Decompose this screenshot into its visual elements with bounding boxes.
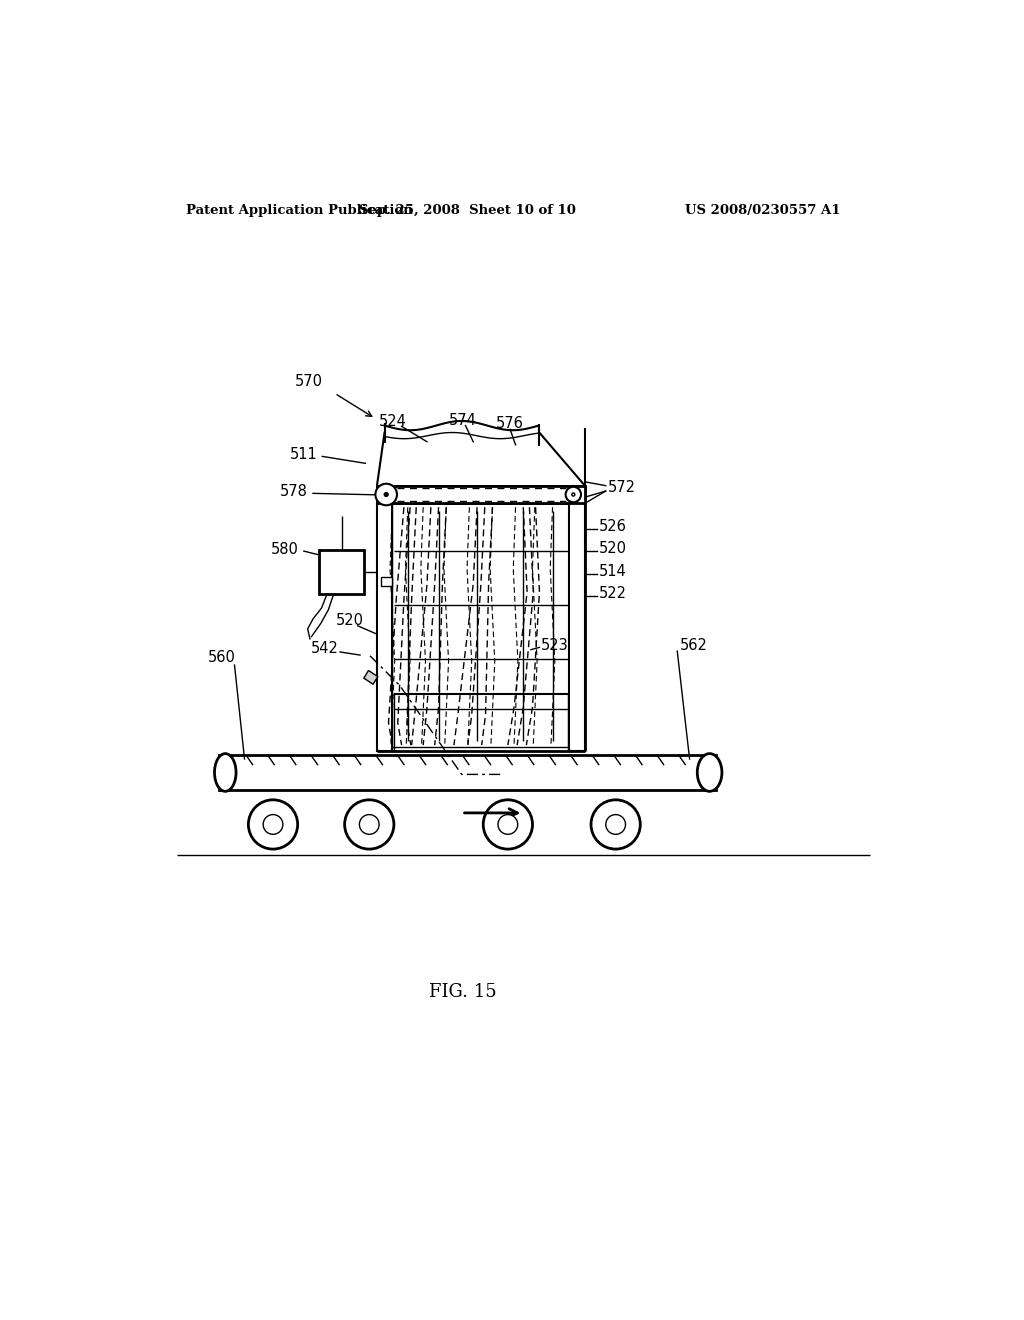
Bar [377, 486, 585, 503]
Circle shape [263, 814, 283, 834]
Circle shape [384, 492, 388, 496]
Text: Patent Application Publication: Patent Application Publication [186, 205, 413, 218]
Text: FIG. 15: FIG. 15 [429, 982, 497, 1001]
Text: 574: 574 [450, 413, 477, 428]
Text: 560: 560 [208, 649, 236, 665]
Ellipse shape [214, 754, 237, 792]
Text: 522: 522 [599, 586, 627, 601]
Circle shape [345, 800, 394, 849]
Circle shape [571, 492, 574, 496]
Bar [569, 503, 585, 751]
Circle shape [606, 814, 626, 834]
Circle shape [565, 487, 581, 502]
Text: 570: 570 [295, 374, 324, 389]
Bar [381, 577, 391, 586]
Text: 520: 520 [336, 612, 364, 628]
Text: 542: 542 [310, 642, 339, 656]
Text: 523: 523 [541, 638, 568, 652]
Text: 572: 572 [608, 480, 636, 495]
Circle shape [359, 814, 379, 834]
Text: 562: 562 [680, 638, 708, 652]
Polygon shape [364, 671, 378, 684]
Text: 520: 520 [599, 541, 627, 556]
Text: 578: 578 [280, 483, 308, 499]
Text: 526: 526 [599, 519, 627, 535]
Bar [319, 549, 364, 594]
Text: 580: 580 [270, 543, 299, 557]
Circle shape [249, 800, 298, 849]
Circle shape [591, 800, 640, 849]
Bar [219, 755, 716, 789]
Text: 511: 511 [290, 446, 317, 462]
Circle shape [376, 483, 397, 506]
Ellipse shape [697, 754, 722, 792]
Text: 524: 524 [379, 414, 407, 429]
Circle shape [483, 800, 532, 849]
Text: 576: 576 [497, 416, 524, 430]
Text: Sep. 25, 2008  Sheet 10 of 10: Sep. 25, 2008 Sheet 10 of 10 [358, 205, 575, 218]
Text: 514: 514 [599, 565, 627, 579]
Bar [377, 503, 392, 751]
Text: US 2008/0230557 A1: US 2008/0230557 A1 [685, 205, 841, 218]
Circle shape [498, 814, 518, 834]
